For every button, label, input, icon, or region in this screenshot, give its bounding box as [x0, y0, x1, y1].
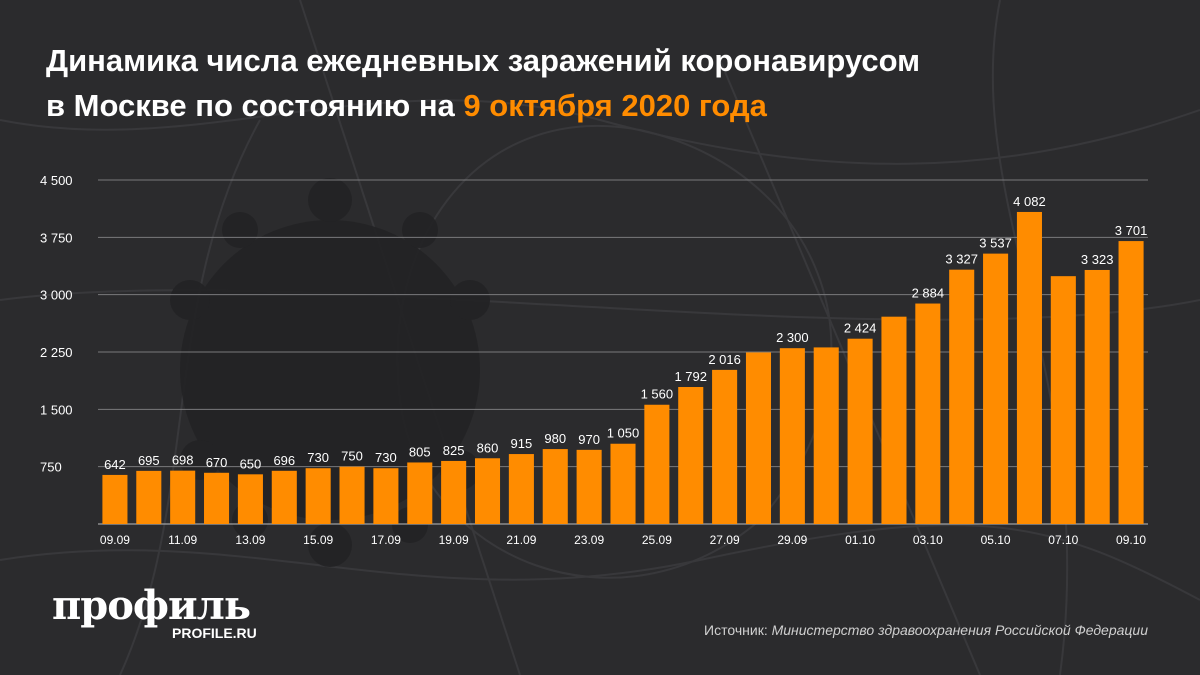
x-tick-label: 09.10	[1116, 533, 1146, 547]
bar-value-label: 1 050	[607, 426, 640, 441]
x-tick-label: 25.09	[642, 533, 672, 547]
bar-value-label: 3 537	[979, 236, 1012, 251]
bar	[339, 466, 365, 524]
bar	[305, 468, 331, 524]
bar-value-label: 698	[172, 453, 194, 468]
bar	[102, 474, 128, 524]
bar	[949, 269, 975, 524]
bar-value-label: 980	[544, 431, 566, 446]
x-tick-label: 07.10	[1048, 533, 1078, 547]
bar-value-label: 695	[138, 453, 160, 468]
bar-value-label: 642	[104, 457, 126, 472]
x-tick-label: 17.09	[371, 533, 401, 547]
bar	[1016, 211, 1042, 524]
bar-value-label: 2 300	[776, 330, 809, 345]
bar-value-label: 696	[273, 453, 295, 468]
bar	[237, 474, 263, 524]
logo-url: PROFILE.RU	[172, 625, 257, 641]
bar-value-label: 2 016	[708, 352, 741, 367]
bar	[847, 338, 873, 524]
bar	[610, 443, 636, 524]
bar	[170, 470, 196, 524]
source-text: Министерство здравоохранения Российской …	[771, 622, 1148, 638]
y-tick-label: 4 500	[40, 173, 73, 188]
bar	[407, 462, 433, 524]
bar	[745, 352, 772, 524]
bar	[915, 303, 941, 524]
bar-value-label: 670	[206, 455, 228, 470]
bar	[1084, 269, 1110, 524]
bar-value-label: 3 327	[945, 252, 978, 267]
x-tick-label: 15.09	[303, 533, 333, 547]
x-tick-label: 21.09	[506, 533, 536, 547]
bar	[576, 449, 602, 524]
x-tick-label: 23.09	[574, 533, 604, 547]
bar-value-label: 860	[477, 440, 499, 455]
profil-logo: профиль	[52, 582, 251, 629]
bar	[881, 316, 907, 524]
value-labels: 642 695 698 670 650 696 730 750 730 805 825 860 915 9…	[104, 194, 1147, 472]
bar-value-label: 750	[341, 449, 363, 464]
bar-value-label: 915	[511, 436, 533, 451]
bar	[204, 472, 230, 524]
bar	[813, 347, 839, 524]
bar	[1118, 241, 1144, 525]
bar-value-label: 1 560	[641, 387, 674, 402]
bar	[1050, 276, 1076, 524]
source-note: Источник: Министерство здравоохранения Р…	[704, 622, 1148, 638]
bar	[644, 404, 670, 524]
bar-value-label: 3 323	[1081, 252, 1114, 267]
bar-value-label: 4 082	[1013, 194, 1046, 209]
bar	[271, 470, 297, 524]
bar-value-label: 650	[240, 456, 262, 471]
bar	[712, 369, 738, 524]
bar	[508, 454, 534, 524]
bar	[779, 348, 805, 524]
x-tick-label: 03.10	[913, 533, 943, 547]
x-tick-label: 13.09	[235, 533, 265, 547]
bar	[474, 458, 501, 524]
x-tick-label: 09.09	[100, 533, 130, 547]
bar-value-label: 970	[578, 432, 600, 447]
bar-value-label: 1 792	[674, 369, 707, 384]
y-tick-label: 1 500	[40, 402, 73, 417]
bar-value-label: 730	[375, 450, 397, 465]
title-date-highlight: 9 октября 2020 года	[463, 88, 767, 123]
bar	[678, 387, 704, 524]
title-line-2-prefix: в Москве по состоянию на	[46, 88, 464, 123]
x-tick-label: 29.09	[777, 533, 807, 547]
y-tick-label: 750	[40, 460, 62, 475]
x-tick-label: 19.09	[439, 533, 469, 547]
chart-title: Динамика числа ежедневных заражений коро…	[46, 38, 1176, 128]
x-axis: 09.09 11.09 13.09 15.09 17.09 19.09 21.09 23.09…	[100, 533, 1146, 547]
x-tick-label: 01.10	[845, 533, 875, 547]
bar	[373, 468, 399, 524]
bar	[136, 470, 162, 524]
x-tick-label: 27.09	[710, 533, 740, 547]
bar	[542, 449, 568, 524]
bar	[983, 253, 1009, 524]
bar-value-label: 2 424	[844, 321, 877, 336]
bar-value-label: 2 884	[912, 286, 945, 301]
bar-value-label: 805	[409, 444, 431, 459]
y-axis: 750 1 500 2 250 3 000 3 750 4 500	[40, 173, 73, 475]
bar-value-label: 730	[307, 450, 329, 465]
bar-value-label: 825	[443, 443, 465, 458]
x-tick-label: 05.10	[981, 533, 1011, 547]
title-line-1: Динамика числа ежедневных заражений коро…	[46, 43, 921, 78]
bar-value-label: 3 701	[1115, 223, 1148, 238]
x-tick-label: 11.09	[168, 533, 197, 547]
bars	[102, 211, 1144, 525]
y-tick-label: 3 000	[40, 288, 73, 303]
y-tick-label: 2 250	[40, 345, 73, 360]
bar	[441, 460, 467, 524]
y-tick-label: 3 750	[40, 230, 73, 245]
source-prefix: Источник:	[704, 622, 772, 638]
